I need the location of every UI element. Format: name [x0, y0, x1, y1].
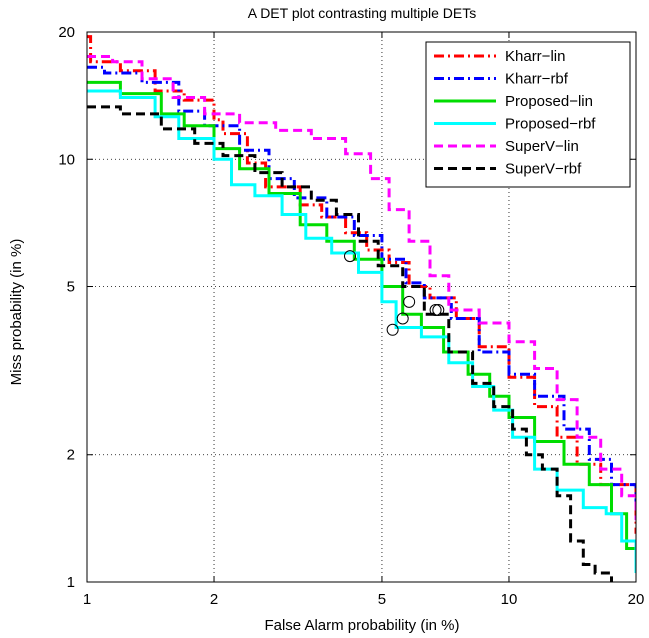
series-line-proposed-lin	[87, 80, 636, 573]
series-line-proposed-rbf	[87, 89, 636, 573]
y-tick-label: 20	[58, 24, 75, 41]
legend-label-proposed-rbf: Proposed−rbf	[505, 116, 596, 133]
operating-point-marker-kharr-rbf	[403, 295, 416, 308]
y-tick-label: 5	[67, 279, 75, 296]
x-tick-label: 1	[83, 591, 91, 608]
series-line-kharr-lin	[87, 35, 636, 534]
x-tick-label: 20	[628, 591, 645, 608]
operating-point-marker-proposed-rbf	[386, 323, 399, 336]
legend-label-superv-lin: SuperV−lin	[505, 138, 579, 155]
operating-point-marker-proposed-lin	[396, 312, 409, 325]
legend-label-proposed-lin: Proposed−lin	[505, 93, 593, 110]
x-tick-label: 2	[210, 591, 218, 608]
chart-title: A DET plot contrasting multiple DETs	[248, 5, 477, 21]
y-tick-label: 10	[58, 151, 75, 168]
x-tick-label: 5	[378, 591, 386, 608]
x-tick-label: 10	[501, 591, 518, 608]
legend-label-superv-rbf: SuperV−rbf	[505, 161, 582, 178]
operating-point-marker-kharr-lin	[429, 303, 442, 316]
legend-label-kharr-lin: Kharr−lin	[505, 48, 565, 65]
series-line-superv-lin	[87, 55, 636, 521]
plot-frame	[86, 31, 637, 583]
axes-ticks: 1 2 5 10 20 1 2 5 10 20	[58, 24, 644, 608]
legend-box	[425, 41, 631, 188]
plot-area	[87, 35, 636, 582]
y-axis-title: Miss probability (in %)	[8, 239, 25, 386]
legend: Kharr−lin Kharr−rbf Proposed−lin Proposed−r…	[425, 41, 631, 188]
operating-point-marker-superv-lin	[432, 303, 445, 316]
y-tick-label: 1	[67, 574, 75, 591]
operating-point-marker-superv-rbf	[343, 250, 356, 263]
x-axis-title: False Alarm probability (in %)	[264, 617, 459, 634]
legend-label-kharr-rbf: Kharr−rbf	[505, 71, 569, 88]
y-tick-label: 2	[67, 447, 75, 464]
